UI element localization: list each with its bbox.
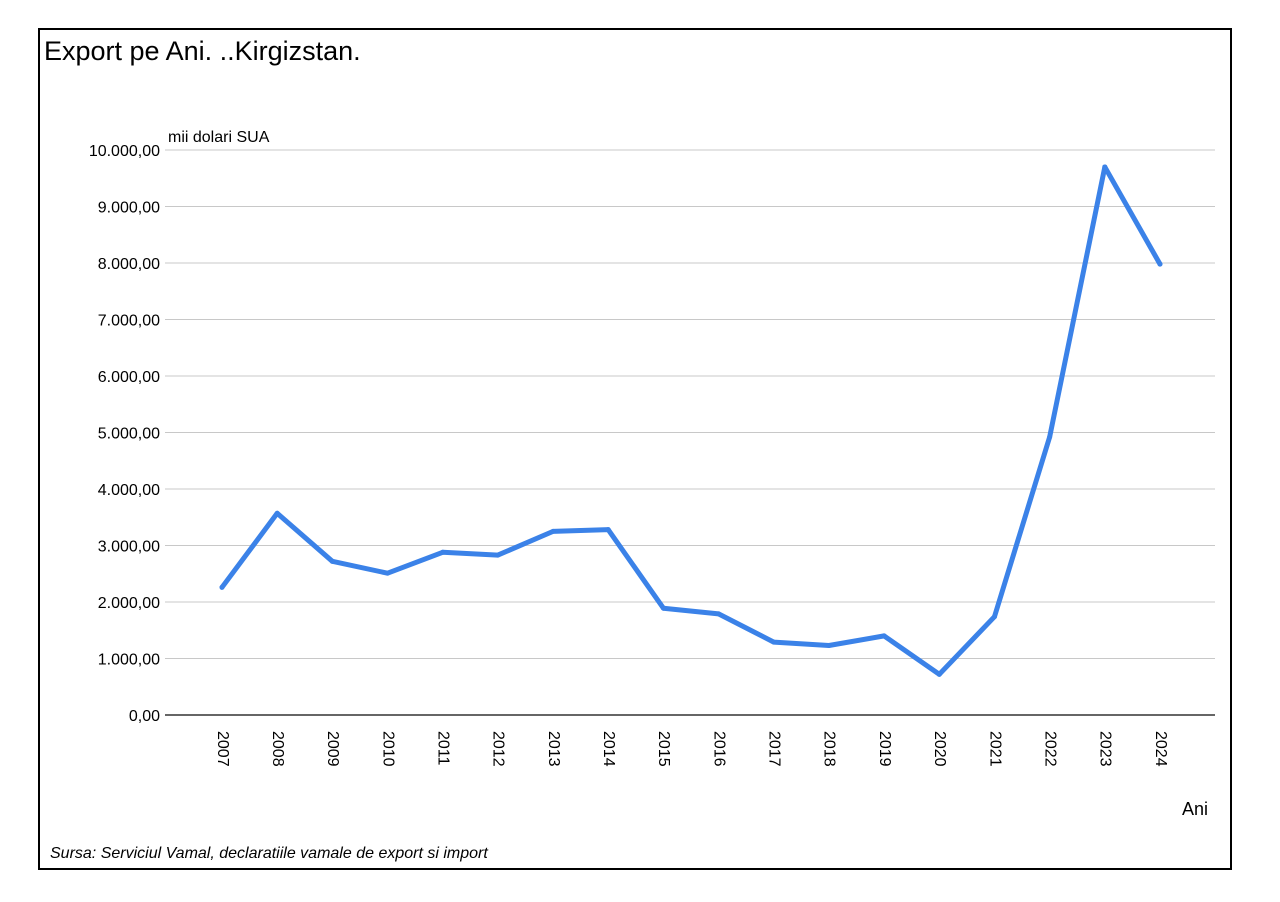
x-tick-label: 2016	[710, 731, 727, 767]
data-point[interactable]	[385, 570, 391, 576]
y-tick-label: 2.000,00	[98, 595, 160, 612]
data-point[interactable]	[660, 605, 666, 611]
y-tick-label: 10.000,00	[89, 143, 160, 160]
x-tick-label: 2023	[1097, 731, 1114, 767]
chart-frame: Export pe Ani. ..Kirgizstan. mii dolari …	[38, 28, 1232, 870]
data-point[interactable]	[881, 633, 887, 639]
data-point[interactable]	[771, 639, 777, 645]
x-tick-label: 2018	[821, 731, 838, 767]
y-tick-label: 4.000,00	[98, 482, 160, 499]
data-point[interactable]	[826, 643, 832, 649]
data-point[interactable]	[440, 549, 446, 555]
gridlines	[165, 149, 1215, 716]
y-tick-label: 8.000,00	[98, 256, 160, 273]
x-tick-label: 2014	[600, 731, 617, 767]
data-point[interactable]	[219, 584, 225, 590]
data-point[interactable]	[936, 671, 942, 677]
data-point[interactable]	[274, 510, 280, 516]
y-tick-label: 7.000,00	[98, 313, 160, 330]
line-chart: Export pe Ani. ..Kirgizstan. mii dolari …	[44, 36, 1215, 862]
source-note: Sursa: Serviciul Vamal, declaratiile vam…	[50, 845, 488, 862]
x-axis-title: Ani	[1182, 799, 1208, 819]
y-axis-ticks: 0,00 1.000,00 2.000,00 3.000,00 4.000,00 5.00…	[89, 143, 160, 725]
x-tick-label: 2013	[545, 731, 562, 767]
x-tick-label: 2012	[490, 731, 507, 767]
x-tick-label: 2017	[766, 731, 783, 767]
data-point[interactable]	[1047, 434, 1053, 440]
x-tick-label: 2010	[379, 731, 396, 767]
x-tick-label: 2021	[986, 731, 1003, 767]
data-point[interactable]	[495, 552, 501, 558]
x-tick-label: 2020	[931, 731, 948, 767]
y-tick-label: 5.000,00	[98, 426, 160, 443]
x-tick-label: 2024	[1152, 731, 1169, 767]
data-point[interactable]	[605, 527, 611, 533]
data-point[interactable]	[550, 528, 556, 534]
series-layer	[219, 164, 1163, 677]
y-tick-label: 1.000,00	[98, 652, 160, 669]
data-point[interactable]	[991, 614, 997, 620]
x-tick-label: 2008	[269, 731, 286, 767]
chart-title: Export pe Ani. ..Kirgizstan.	[44, 36, 361, 66]
y-tick-label: 3.000,00	[98, 539, 160, 556]
y-tick-label: 6.000,00	[98, 369, 160, 386]
data-point[interactable]	[329, 558, 335, 564]
y-axis-unit-label: mii dolari SUA	[168, 129, 270, 146]
x-tick-label: 2009	[324, 731, 341, 767]
x-tick-label: 2015	[655, 731, 672, 767]
data-point[interactable]	[1157, 261, 1163, 267]
x-tick-label: 2022	[1041, 731, 1058, 767]
x-tick-label: 2019	[876, 731, 893, 767]
x-tick-label: 2007	[214, 731, 231, 767]
data-point[interactable]	[1102, 164, 1108, 170]
x-tick-label: 2011	[434, 731, 451, 766]
x-axis-ticks: 2007 2008 2009 2010 2011 2012 2013 2014 2015 2016…	[214, 731, 1169, 767]
series-line	[219, 164, 1163, 677]
data-point[interactable]	[716, 611, 722, 617]
y-tick-label: 0,00	[129, 708, 160, 725]
y-tick-label: 9.000,00	[98, 200, 160, 217]
